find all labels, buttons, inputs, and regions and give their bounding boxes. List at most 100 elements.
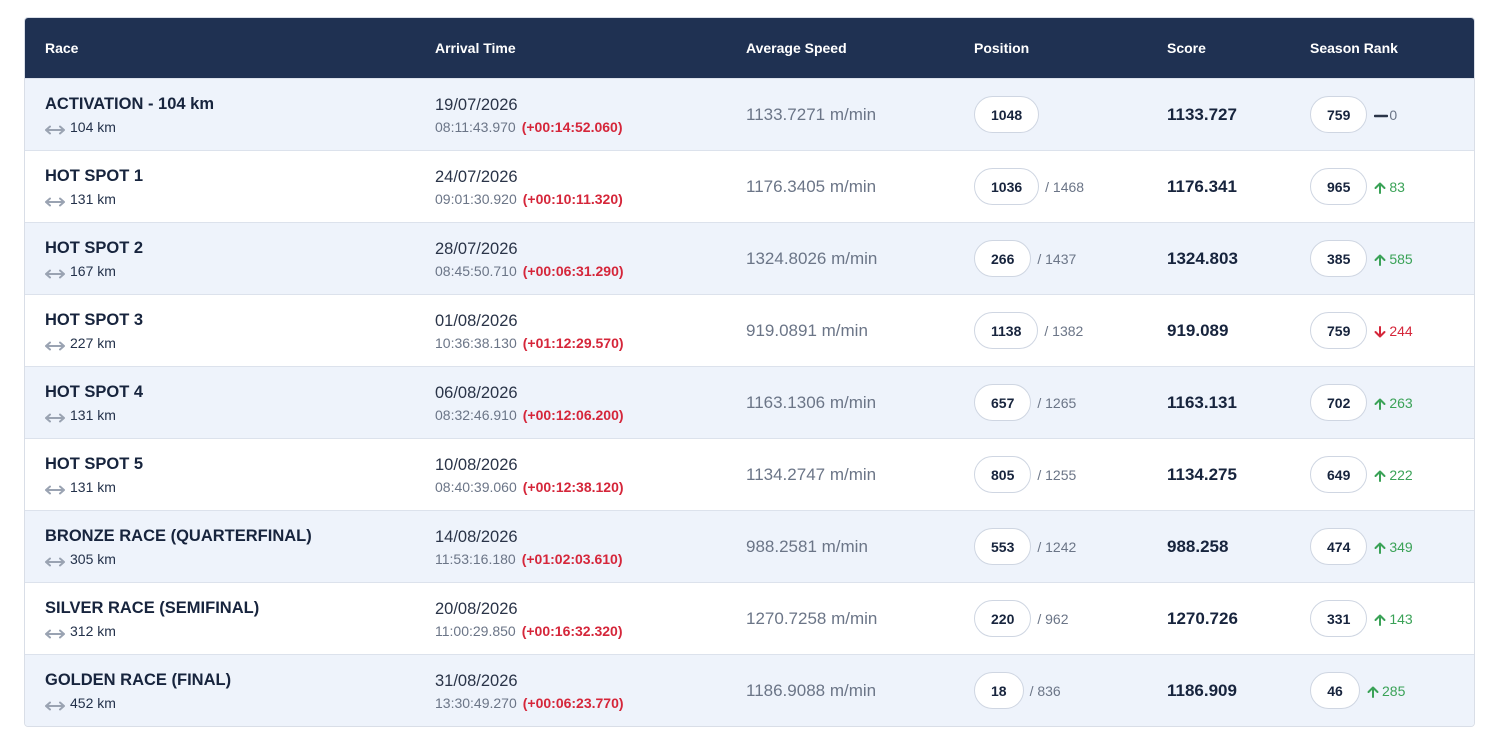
arrival-time-line: 13:30:49.270 (+00:06:23.770) — [435, 695, 746, 711]
table-row[interactable]: GOLDEN RACE (FINAL) 452 km 31/08/2026 13… — [25, 654, 1474, 726]
arrival-time: 09:01:30.920 — [435, 190, 517, 207]
distance-arrows-icon — [45, 410, 65, 423]
rank-change-value: 349 — [1389, 538, 1413, 555]
rank-change-value: 585 — [1389, 250, 1413, 267]
arrival-time-line: 11:00:29.850 (+00:16:32.320) — [435, 623, 746, 639]
table-row[interactable]: HOT SPOT 1 131 km 24/07/2026 09:01:30.92… — [25, 150, 1474, 222]
distance-value: 312 km — [70, 623, 116, 639]
season-rank-cell: 474 349 — [1310, 528, 1474, 565]
rank-change: 585 — [1374, 250, 1413, 267]
table-row[interactable]: HOT SPOT 4 131 km 06/08/2026 08:32:46.91… — [25, 366, 1474, 438]
season-rank-cell: 759 0 — [1310, 96, 1474, 133]
arrival-time-line: 09:01:30.920 (+00:10:11.320) — [435, 191, 746, 207]
race-name[interactable]: ACTIVATION - 104 km — [45, 95, 215, 113]
position-cell: 1036 / 1468 — [974, 168, 1167, 205]
race-distance: 227 km — [45, 335, 435, 351]
col-speed-header[interactable]: Average Speed — [746, 40, 847, 56]
position-badge: 805 — [974, 456, 1032, 493]
arrival-cell: 20/08/2026 11:00:29.850 (+00:16:32.320) — [435, 599, 746, 639]
table-row[interactable]: SILVER RACE (SEMIFINAL) 312 km 20/08/202… — [25, 582, 1474, 654]
position-cell: 266 / 1437 — [974, 240, 1167, 277]
arrival-time: 11:00:29.850 — [435, 622, 516, 639]
table-row[interactable]: ACTIVATION - 104 km 104 km 19/07/2026 08… — [25, 78, 1474, 150]
average-speed: 919.0891 m/min — [746, 320, 868, 340]
table-row[interactable]: BRONZE RACE (QUARTERFINAL) 305 km 14/08/… — [25, 510, 1474, 582]
race-name[interactable]: HOT SPOT 5 — [45, 455, 144, 473]
position-badge: 220 — [974, 600, 1032, 637]
arrival-date: 28/07/2026 — [435, 239, 518, 258]
arrival-date: 31/08/2026 — [435, 671, 518, 690]
race-name[interactable]: HOT SPOT 2 — [45, 239, 144, 257]
score-value: 1270.726 — [1167, 608, 1238, 628]
race-results-table: Race Arrival Time Average Speed Position… — [24, 17, 1475, 727]
race-distance: 104 km — [45, 119, 435, 135]
score-value: 1163.131 — [1167, 392, 1237, 412]
arrival-date: 14/08/2026 — [435, 527, 518, 546]
arrow-down-icon — [1374, 325, 1386, 337]
table-row[interactable]: HOT SPOT 3 227 km 01/08/2026 10:36:38.13… — [25, 294, 1474, 366]
rank-change-value: 244 — [1389, 322, 1413, 339]
col-score-header[interactable]: Score — [1167, 40, 1206, 56]
arrival-time: 08:40:39.060 — [435, 478, 517, 495]
rank-change: 244 — [1374, 322, 1413, 339]
rank-change-value: 0 — [1389, 106, 1398, 123]
arrow-up-icon — [1374, 541, 1386, 554]
rank-change-value: 285 — [1382, 682, 1406, 699]
average-speed: 1134.2747 m/min — [746, 464, 877, 484]
race-distance: 131 km — [45, 407, 435, 423]
score-value: 1186.909 — [1167, 680, 1237, 700]
rank-change: 83 — [1374, 179, 1405, 195]
distance-value: 167 km — [70, 263, 116, 279]
race-name[interactable]: HOT SPOT 4 — [45, 383, 144, 401]
distance-value: 131 km — [70, 479, 116, 495]
position-cell: 805 / 1255 — [974, 456, 1167, 493]
distance-value: 305 km — [70, 551, 116, 567]
distance-value: 131 km — [70, 191, 116, 207]
distance-arrows-icon — [45, 194, 65, 207]
arrow-up-icon — [1374, 469, 1386, 482]
rank-change-value: 83 — [1389, 178, 1405, 195]
arrow-up-icon — [1374, 181, 1386, 194]
arrival-time-line: 08:45:50.710 (+00:06:31.290) — [435, 263, 746, 279]
time-gap: (+01:02:03.610) — [521, 550, 623, 567]
rank-change: 349 — [1374, 538, 1413, 555]
average-speed: 1163.1306 m/min — [746, 392, 877, 412]
average-speed: 1186.9088 m/min — [746, 680, 877, 700]
arrow-up-icon — [1367, 685, 1379, 698]
rank-badge: 965 — [1310, 168, 1368, 205]
race-cell: SILVER RACE (SEMIFINAL) 312 km — [25, 598, 435, 639]
col-arrival-header[interactable]: Arrival Time — [435, 40, 516, 56]
race-name[interactable]: BRONZE RACE (QUARTERFINAL) — [45, 527, 312, 545]
arrival-time-line: 08:40:39.060 (+00:12:38.120) — [435, 479, 746, 495]
arrival-cell: 19/07/2026 08:11:43.970 (+00:14:52.060) — [435, 95, 746, 135]
arrival-time: 08:11:43.970 — [435, 118, 516, 135]
race-name[interactable]: SILVER RACE (SEMIFINAL) — [45, 599, 260, 617]
race-name[interactable]: HOT SPOT 3 — [45, 311, 144, 329]
distance-arrows-icon — [45, 626, 65, 639]
average-speed: 1270.7258 m/min — [746, 608, 878, 628]
position-badge: 1138 — [974, 312, 1039, 349]
time-gap: (+00:10:11.320) — [522, 190, 623, 207]
arrival-cell: 06/08/2026 08:32:46.910 (+00:12:06.200) — [435, 383, 746, 423]
arrival-cell: 01/08/2026 10:36:38.130 (+01:12:29.570) — [435, 311, 746, 351]
race-distance: 167 km — [45, 263, 435, 279]
col-rank-header[interactable]: Season Rank — [1310, 40, 1398, 56]
arrival-time: 08:32:46.910 — [435, 406, 517, 423]
position-badge: 657 — [974, 384, 1032, 421]
time-gap: (+01:12:29.570) — [522, 334, 624, 351]
race-name[interactable]: HOT SPOT 1 — [45, 167, 144, 185]
col-race-header[interactable]: Race — [45, 40, 79, 56]
race-cell: GOLDEN RACE (FINAL) 452 km — [25, 670, 435, 711]
race-distance: 131 km — [45, 191, 435, 207]
position-total: / 962 — [1037, 610, 1069, 627]
arrival-date: 24/07/2026 — [435, 167, 518, 186]
table-row[interactable]: HOT SPOT 5 131 km 10/08/2026 08:40:39.06… — [25, 438, 1474, 510]
season-rank-cell: 759 244 — [1310, 312, 1474, 349]
table-row[interactable]: HOT SPOT 2 167 km 28/07/2026 08:45:50.71… — [25, 222, 1474, 294]
arrow-up-icon — [1374, 397, 1386, 410]
arrival-cell: 24/07/2026 09:01:30.920 (+00:10:11.320) — [435, 167, 746, 207]
position-cell: 1048 — [974, 96, 1167, 133]
race-name[interactable]: GOLDEN RACE (FINAL) — [45, 671, 232, 689]
race-cell: HOT SPOT 1 131 km — [25, 166, 435, 207]
col-position-header[interactable]: Position — [974, 40, 1030, 56]
